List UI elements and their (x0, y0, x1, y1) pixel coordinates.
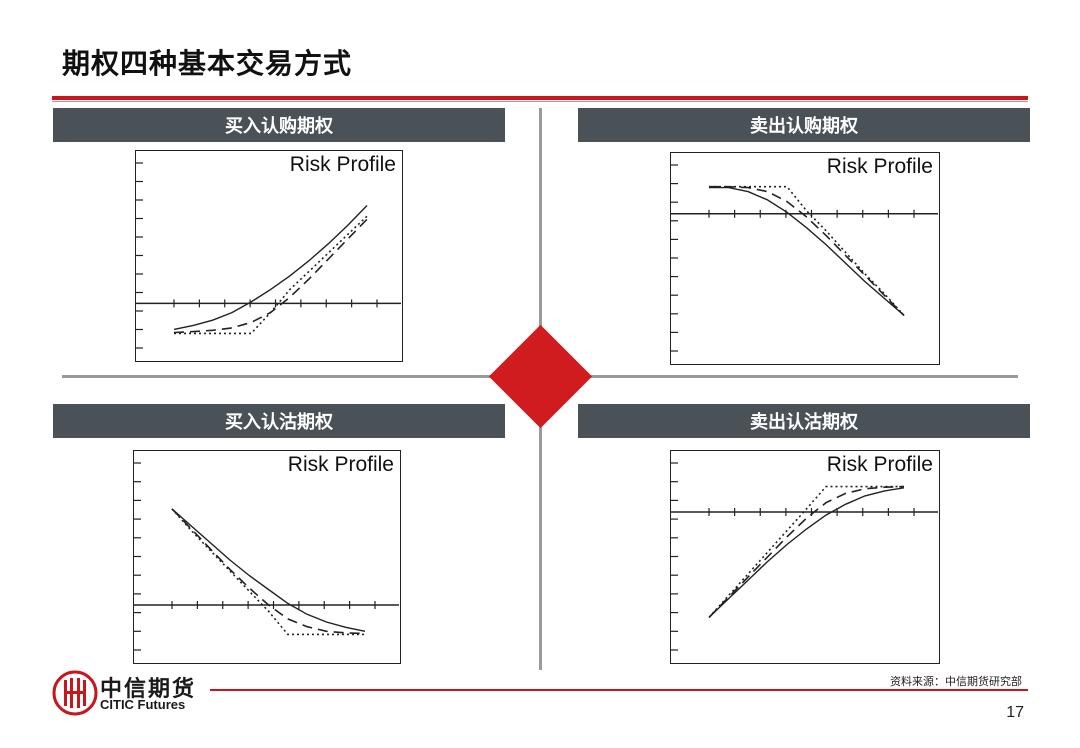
panel-header-short-put: 卖出认沽期权 (578, 404, 1030, 438)
panel-header-long-put: 买入认沽期权 (53, 404, 505, 438)
series-line-dashed-short-call (709, 185, 905, 316)
logo-name-en: CITIC Futures (100, 697, 186, 712)
series-line-dashed-long-call (173, 218, 368, 334)
series-line-dotted-long-put (171, 508, 365, 636)
source-note: 资料来源：中信期货研究部 (890, 675, 1022, 688)
chart-plot-short-call (671, 164, 938, 352)
title-rule-thin (52, 101, 1028, 102)
series-line-solid-long-put (171, 508, 366, 632)
risk-profile-chart-short-call: Risk Profile (670, 152, 940, 365)
series-line-solid-short-put (708, 487, 905, 618)
series-line-dotted-long-call (174, 215, 368, 335)
slide-title: 期权四种基本交易方式 (62, 47, 353, 80)
title-rule (52, 96, 1028, 100)
chart-title-short-call: Risk Profile (826, 155, 933, 178)
chart-plot-short-put (671, 462, 938, 651)
chart-plot-long-put (134, 462, 399, 651)
panel-header-short-call: 卖出认购期权 (578, 108, 1030, 142)
risk-profile-chart-long-call: Risk Profile (135, 150, 403, 362)
risk-profile-chart-short-put: Risk Profile (670, 450, 940, 664)
series-line-dashed-long-put (171, 508, 366, 635)
chart-title-long-call: Risk Profile (289, 153, 396, 176)
citic-logo-icon (52, 670, 98, 716)
chart-title-short-put: Risk Profile (826, 453, 933, 476)
page-number: 17 (1006, 704, 1024, 721)
panel-header-long-call: 买入认购期权 (53, 108, 505, 142)
risk-profile-chart-long-put: Risk Profile (133, 450, 401, 664)
chart-plot-long-call (136, 162, 401, 349)
series-line-solid-short-call (709, 186, 905, 316)
series-line-solid-long-call (173, 205, 368, 331)
logo-name-cn: 中信期货 (100, 676, 197, 702)
series-line-dotted-short-call (709, 185, 905, 316)
chart-title-long-put: Risk Profile (287, 453, 394, 476)
series-line-dotted-short-put (708, 485, 904, 618)
footer-rule (210, 689, 1028, 691)
series-line-dashed-short-put (708, 485, 905, 618)
